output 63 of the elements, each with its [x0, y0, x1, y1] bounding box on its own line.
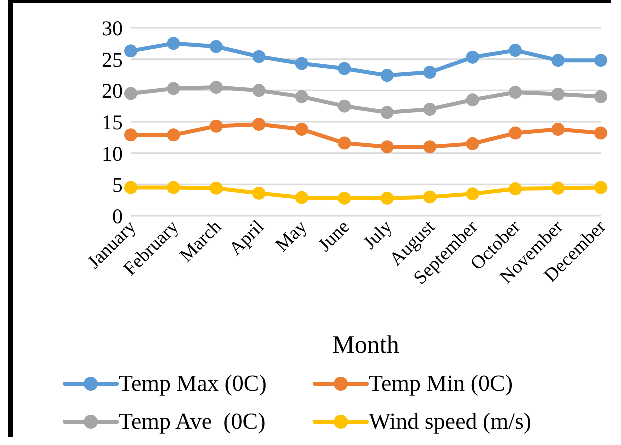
- point: [167, 82, 180, 96]
- legend-label: Temp Max (0C): [119, 371, 267, 397]
- point: [295, 57, 308, 70]
- point: [167, 181, 180, 194]
- x-tick-label: July: [360, 216, 398, 254]
- point: [380, 106, 394, 120]
- point: [295, 90, 308, 104]
- point: [424, 102, 437, 116]
- point: [210, 120, 223, 133]
- point: [466, 94, 480, 107]
- point: [210, 40, 223, 54]
- point: [424, 190, 437, 204]
- y-tick-label: 20: [102, 79, 123, 104]
- point: [338, 62, 352, 76]
- point: [509, 86, 522, 100]
- point: [466, 50, 480, 64]
- point: [594, 181, 608, 194]
- point: [252, 50, 266, 64]
- point: [509, 126, 522, 140]
- point: [552, 88, 565, 101]
- point: [509, 44, 522, 58]
- point: [295, 123, 308, 136]
- point: [210, 81, 223, 94]
- x-tick-label: May: [272, 216, 312, 256]
- point: [124, 128, 138, 142]
- point: [509, 182, 522, 196]
- point: [338, 136, 352, 150]
- y-tick-label: 25: [102, 48, 123, 72]
- point: [424, 66, 437, 79]
- point: [424, 140, 437, 154]
- point: [552, 182, 565, 195]
- point: [466, 137, 480, 150]
- point: [167, 128, 180, 142]
- point: [594, 90, 608, 104]
- point: [252, 118, 266, 132]
- point: [552, 123, 565, 136]
- point: [552, 54, 565, 68]
- y-tick-label: 15: [102, 110, 123, 134]
- x-tick-label: June: [314, 216, 354, 256]
- point: [252, 84, 266, 98]
- point: [466, 188, 480, 201]
- point: [295, 191, 308, 204]
- x-axis-title: Month: [332, 332, 400, 359]
- point: [338, 100, 352, 113]
- point: [338, 192, 352, 205]
- y-tick-label: 30: [102, 16, 123, 40]
- point: [124, 44, 138, 58]
- y-tick-label: 10: [102, 142, 123, 166]
- point: [594, 54, 608, 68]
- point: [124, 181, 138, 194]
- legend-label: Temp Ave (0C): [119, 409, 266, 435]
- point: [594, 126, 608, 140]
- legend-label: Temp Min (0C): [369, 371, 514, 397]
- point: [210, 182, 223, 195]
- y-tick-label: 0: [112, 204, 123, 228]
- point: [167, 37, 180, 50]
- point: [380, 140, 394, 154]
- point: [252, 186, 266, 200]
- y-tick-label: 5: [112, 173, 123, 198]
- point: [380, 192, 394, 205]
- point: [124, 87, 138, 100]
- point: [380, 69, 394, 82]
- legend-label: Wind speed (m/s): [369, 409, 532, 435]
